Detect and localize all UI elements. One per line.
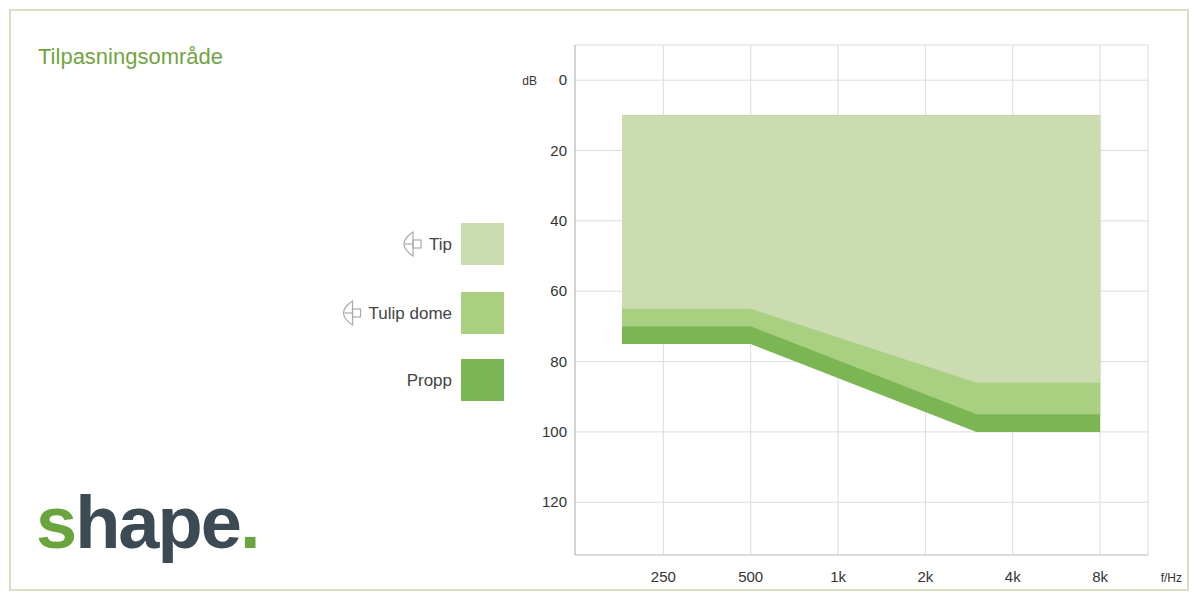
icon-line: [345, 312, 353, 313]
icon-tube: [413, 240, 421, 248]
y-tick-label: 0: [559, 71, 567, 88]
fitting-area: [622, 115, 1100, 432]
y-axis: [574, 45, 575, 555]
x-axis-title: f/Hz: [1161, 571, 1182, 585]
icon-dome: [404, 232, 413, 256]
legend-label: Propp: [407, 371, 452, 390]
x-axis: [575, 554, 1148, 555]
x-tick-label: 250: [651, 568, 676, 585]
x-tick-label: 2k: [917, 568, 933, 585]
legend-swatch: [461, 359, 504, 401]
marks: [622, 115, 1100, 432]
icon-dome: [344, 301, 353, 325]
logo: shape.: [36, 481, 258, 564]
legend-icon: [344, 301, 361, 325]
legend-label: Tip: [429, 235, 452, 254]
logo-part: s: [36, 481, 75, 564]
title: Tilpasningsområde: [38, 44, 223, 69]
legend-swatch: [461, 223, 504, 265]
x-tick-label: 4k: [1005, 568, 1021, 585]
y-tick-label: 80: [550, 353, 567, 370]
icon-tube: [353, 309, 361, 317]
y-tick-label: 120: [542, 493, 567, 510]
y-tick-label: 20: [550, 142, 567, 159]
x-tick-label: 1k: [830, 568, 846, 585]
plot-right-edge: [1148, 45, 1149, 555]
legend-label: Tulip dome: [369, 304, 452, 323]
y-axis-title: dB: [522, 74, 537, 88]
y-grid-line: [575, 80, 1148, 81]
y-grid-line: [575, 502, 1148, 503]
chart: 0 20 40 60 80 100 120 250 500 1k 2k 4k 8k dB f/Hz Tilpa…: [0, 0, 1198, 598]
legend-swatch: [461, 292, 504, 334]
logo-part: hape: [75, 481, 240, 564]
y-tick-label: 40: [550, 212, 567, 229]
legend: Tip Tulip dome Propp: [344, 223, 504, 401]
y-tick-label: 100: [542, 423, 567, 440]
x-tick-label: 500: [738, 568, 763, 585]
legend-icon: [404, 232, 421, 256]
frame: [10, 10, 1188, 590]
fitting-area: [622, 115, 1100, 382]
x-tick-label: 8k: [1092, 568, 1108, 585]
logo-part: .: [240, 481, 259, 564]
grid: [575, 45, 1148, 555]
y-tick-label: 60: [550, 282, 567, 299]
icon-line: [405, 243, 413, 244]
plot-top-edge: [575, 45, 1148, 46]
fitting-area: [622, 115, 1100, 414]
